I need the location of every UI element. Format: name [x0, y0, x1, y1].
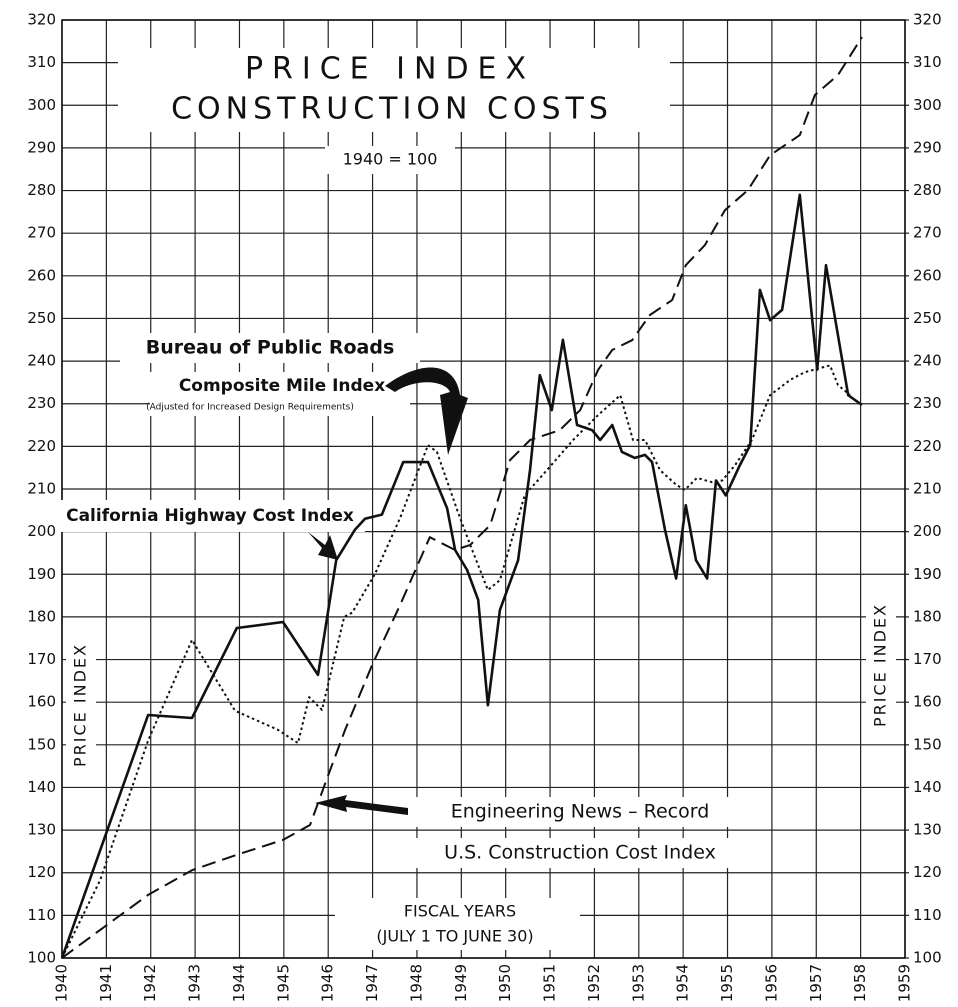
annotation: Bureau of Public Roads	[146, 337, 395, 359]
y-tick-label: 250	[27, 309, 56, 327]
y2-tick-label: 100	[913, 949, 942, 967]
y-tick-label: 240	[27, 352, 56, 370]
x-tick-label: 1946	[319, 964, 337, 1002]
y-axis-label: PRICE INDEX	[71, 643, 90, 767]
y-tick-label: 170	[27, 650, 56, 668]
series-label: Composite Mile Index	[179, 376, 385, 396]
x-tick-label: 1940	[53, 964, 71, 1002]
x-tick-label: 1947	[363, 964, 381, 1002]
arrow	[315, 795, 408, 815]
y2-tick-label: 170	[913, 650, 942, 668]
y2-tick-label: 280	[913, 181, 942, 199]
annotation-backdrop	[150, 372, 410, 416]
y-tick-label: 310	[27, 53, 56, 71]
arrow	[308, 532, 338, 560]
y2-tick-label: 150	[913, 735, 942, 753]
y-tick-label: 220	[27, 437, 56, 455]
annotation-backdrop	[120, 333, 420, 363]
annotation-backdrop	[405, 838, 755, 868]
grid	[61, 19, 909, 959]
y-tick-label: 190	[27, 565, 56, 583]
y2-tick-label: 210	[913, 480, 942, 498]
x-tick-label: 1950	[496, 964, 514, 1002]
y2-tick-label: 180	[913, 607, 942, 625]
y-tick-label: 280	[27, 181, 56, 199]
y-tick-label: 260	[27, 266, 56, 284]
y-tick-label: 210	[27, 480, 56, 498]
x-tick-label: 1954	[674, 964, 692, 1002]
y2-tick-label: 130	[913, 821, 942, 839]
y2-tick-label: 120	[913, 863, 942, 881]
y2-tick-label: 270	[913, 224, 942, 242]
x-tick-label: 1959	[896, 964, 914, 1002]
x-tick-label: 1955	[718, 964, 736, 1002]
y2-tick-label: 240	[913, 352, 942, 370]
x-axis-label: FISCAL YEARS	[404, 902, 516, 921]
x-tick-label: 1957	[807, 964, 825, 1002]
annotation-backdrop	[335, 898, 580, 950]
chart-subtitle: 1940 = 100	[343, 150, 438, 169]
data	[60, 36, 863, 959]
axis-label-backdrop	[66, 635, 96, 775]
x-tick-label: 1949	[452, 964, 470, 1002]
y-tick-label: 120	[27, 863, 56, 881]
series-label: California Highway Cost Index	[66, 506, 354, 526]
y2-tick-label: 220	[913, 437, 942, 455]
x-tick-label: 1953	[629, 964, 647, 1002]
y2-tick-label: 160	[913, 693, 942, 711]
x-tick-label: 1952	[585, 964, 603, 1002]
y-tick-label: 130	[27, 821, 56, 839]
chart-title: PRICE INDEX	[245, 52, 535, 87]
line-series	[61, 36, 863, 959]
y-tick-label: 230	[27, 394, 56, 412]
x-tick-label: 1942	[141, 964, 159, 1002]
x-tick-label: 1945	[274, 964, 292, 1002]
y-tick-label: 100	[27, 949, 56, 967]
title-backdrop	[118, 48, 670, 132]
chart-title: CONSTRUCTION COSTS	[171, 92, 613, 127]
y2-axis-label: PRICE INDEX	[871, 603, 890, 727]
annotation-backdrop	[60, 500, 365, 532]
x-tick-label: 1944	[230, 964, 248, 1002]
y-tick-label: 200	[27, 522, 56, 540]
y-tick-label: 140	[27, 778, 56, 796]
y2-tick-label: 230	[913, 394, 942, 412]
y2-tick-label: 110	[913, 906, 942, 924]
arrow	[385, 367, 468, 455]
y-tick-label: 110	[27, 906, 56, 924]
y2-tick-label: 190	[913, 565, 942, 583]
y2-tick-label: 140	[913, 778, 942, 796]
y2-tick-label: 300	[913, 96, 942, 114]
line-series	[61, 364, 851, 959]
annotation: Engineering News – Record	[451, 801, 710, 823]
axis-label-backdrop	[866, 595, 896, 735]
x-tick-label: 1951	[541, 964, 559, 1002]
x-tick-label: 1948	[407, 964, 425, 1002]
y2-tick-label: 290	[913, 138, 942, 156]
x-tick-label: 1943	[186, 964, 204, 1002]
annotation: (Adjusted for Increased Design Requireme…	[146, 403, 354, 413]
x-axis-label: (JULY 1 TO JUNE 30)	[376, 927, 533, 946]
annotation-backdrop	[410, 797, 750, 827]
y-tick-label: 150	[27, 735, 56, 753]
y-tick-label: 290	[27, 138, 56, 156]
y-tick-label: 320	[27, 11, 56, 29]
y-tick-label: 300	[27, 96, 56, 114]
y2-tick-label: 260	[913, 266, 942, 284]
series-label: U.S. Construction Cost Index	[444, 842, 716, 864]
x-tick-label: 1958	[851, 964, 869, 1002]
plot-frame	[61, 19, 906, 959]
y-tick-label: 270	[27, 224, 56, 242]
x-tick-label: 1956	[762, 964, 780, 1002]
y2-tick-label: 310	[913, 53, 942, 71]
y-tick-label: 180	[27, 607, 56, 625]
y2-tick-label: 200	[913, 522, 942, 540]
y2-tick-label: 250	[913, 309, 942, 327]
y2-tick-label: 320	[913, 11, 942, 29]
x-tick-label: 1941	[97, 964, 115, 1002]
y-tick-label: 160	[27, 693, 56, 711]
subtitle-backdrop	[325, 146, 455, 174]
